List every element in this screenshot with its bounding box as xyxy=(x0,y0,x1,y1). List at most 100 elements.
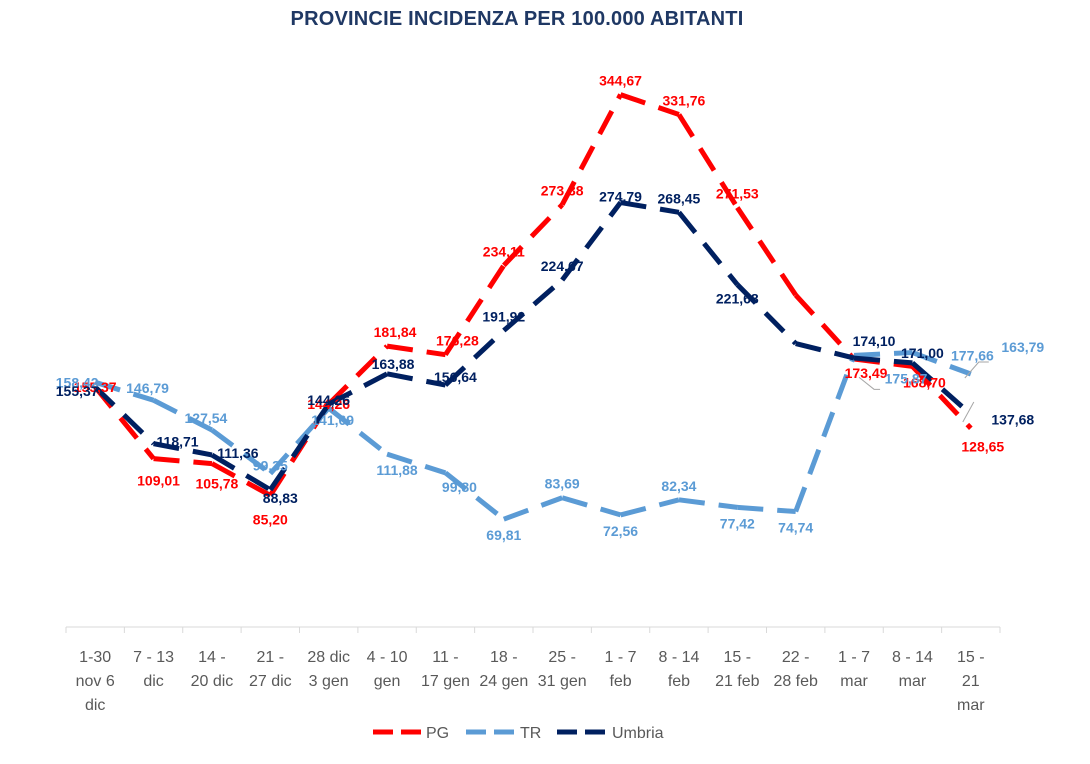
data-label-tr: 69,81 xyxy=(486,527,521,543)
x-tick-label: 4 - 10 gen xyxy=(367,649,408,690)
series-pg-segment xyxy=(676,113,740,209)
data-label-umbria: 191,92 xyxy=(482,309,525,325)
series-umbria-segment xyxy=(93,385,156,446)
legend: PG TR Umbria xyxy=(373,725,664,742)
x-tick-label: 21 -27 dic xyxy=(249,649,292,690)
data-label-umbria: 111,36 xyxy=(217,445,258,461)
x-tick-label: 22 -28 feb xyxy=(773,649,818,690)
series-umbria-segment xyxy=(443,328,506,387)
data-label-tr: 111,88 xyxy=(376,462,417,478)
series-tr-segment xyxy=(152,398,214,433)
data-label-umbria: 155,37 xyxy=(56,383,99,399)
data-label-umbria: 274,79 xyxy=(599,189,642,205)
x-tick-label: 15 -21 feb xyxy=(715,649,760,690)
data-label-umbria: 156,64 xyxy=(434,369,477,385)
x-tick-label: 1 - 7 mar xyxy=(838,649,870,690)
data-label-pg: 234,11 xyxy=(483,243,525,259)
series-tr-segment xyxy=(386,451,447,476)
data-label-umbria: 137,68 xyxy=(991,411,1034,427)
data-label-tr: 127,54 xyxy=(185,410,228,426)
data-label-tr: 146,79 xyxy=(126,380,169,396)
legend-item-tr: TR xyxy=(466,725,541,742)
data-label-pg: 273,38 xyxy=(541,183,584,199)
data-label-tr: 99,35 xyxy=(253,458,288,474)
data-label-pg: 271,53 xyxy=(716,186,759,202)
series-pg-segment xyxy=(910,364,973,430)
series-pg xyxy=(93,92,973,498)
data-label-tr: 82,34 xyxy=(661,478,696,494)
data-label-tr: 72,56 xyxy=(603,523,638,539)
series-umbria-segment xyxy=(676,210,740,287)
series-tr-segment xyxy=(853,350,913,358)
data-label-umbria: 171,00 xyxy=(901,345,944,361)
series-tr xyxy=(94,350,972,522)
data-label-pg: 344,67 xyxy=(599,73,642,89)
x-tick-label: 8 - 14 mar xyxy=(892,649,933,690)
series-tr-segment xyxy=(678,497,738,510)
legend-label: Umbria xyxy=(612,725,664,742)
x-tick-layer: 1-30 nov 6 dic 7 - 13 dic 14 -20 dic 21 -27 di… xyxy=(65,627,1001,714)
data-label-pg: 128,65 xyxy=(961,438,1004,454)
data-label-layer: 155,37 109,01 105,78 85,20 144,26 181,84 176,2… xyxy=(56,73,1045,544)
data-label-pg: 85,20 xyxy=(253,511,288,527)
series-layer xyxy=(93,92,973,522)
series-pg-segment xyxy=(443,263,506,357)
leader-line xyxy=(858,376,881,390)
data-label-pg: 181,84 xyxy=(374,324,417,340)
x-tick-label: 18 -24 gen xyxy=(479,649,528,690)
data-label-pg: 109,01 xyxy=(137,473,180,489)
series-tr-segment xyxy=(619,497,680,518)
series-umbria-segment xyxy=(853,355,913,366)
legend-label: PG xyxy=(426,725,449,742)
series-tr-segment xyxy=(737,504,796,515)
data-label-tr: 77,42 xyxy=(720,515,755,531)
series-umbria-segment xyxy=(502,278,564,333)
x-tick-label: 1 - 7 feb xyxy=(605,649,637,690)
series-umbria-segment xyxy=(735,282,798,346)
series-tr-segment xyxy=(210,427,272,476)
data-label-tr: 163,79 xyxy=(1001,339,1044,355)
series-tr-segment xyxy=(327,406,389,457)
data-label-tr: 83,69 xyxy=(545,476,580,492)
x-tick-label: 8 - 14 feb xyxy=(658,649,699,690)
series-umbria-segment xyxy=(386,371,446,388)
data-label-pg: 331,76 xyxy=(663,93,706,109)
series-pg-segment xyxy=(326,344,389,406)
series-tr-segment xyxy=(94,379,155,403)
series-pg-segment xyxy=(793,293,856,361)
data-label-umbria: 221,68 xyxy=(716,291,759,307)
legend-label: TR xyxy=(520,725,541,742)
x-tick-label: 14 -20 dic xyxy=(191,649,234,690)
series-tr-segment xyxy=(793,354,857,513)
series-pg-segment xyxy=(210,461,272,498)
series-pg-segment xyxy=(559,93,623,206)
data-label-tr: 175,87 xyxy=(885,370,928,386)
x-tick-label: 1-30 nov 6 dic xyxy=(76,649,115,714)
data-label-pg: 176,28 xyxy=(436,333,479,349)
data-label-umbria: 268,45 xyxy=(658,190,701,206)
data-label-pg: 173,49 xyxy=(845,365,888,381)
series-umbria-segment xyxy=(153,441,213,458)
leader-line xyxy=(962,401,975,423)
series-umbria-segment xyxy=(795,341,855,361)
series-tr-segment xyxy=(911,350,972,377)
data-label-tr: 177,66 xyxy=(951,348,994,364)
series-tr-segment xyxy=(561,495,622,518)
data-label-pg: 105,78 xyxy=(196,476,239,492)
data-label-tr: 141,69 xyxy=(311,412,354,428)
legend-item-pg: PG xyxy=(373,725,449,742)
series-tr-segment xyxy=(443,470,506,522)
series-umbria-segment xyxy=(268,402,331,492)
data-label-pg: 168,70 xyxy=(903,374,946,390)
series-umbria-segment xyxy=(560,201,623,282)
series-umbria-segment xyxy=(910,360,973,417)
data-label-tr: 74,74 xyxy=(778,520,813,536)
x-tick-label: 15 -21 mar xyxy=(957,649,985,714)
chart-title: PROVINCIE INCIDENZA PER 100.000 ABITANTI xyxy=(290,8,744,30)
data-label-umbria: 163,88 xyxy=(372,356,415,372)
data-label-tr: 99,80 xyxy=(442,479,477,495)
data-label-umbria: 144,26 xyxy=(307,392,350,408)
series-umbria-segment xyxy=(327,371,389,407)
